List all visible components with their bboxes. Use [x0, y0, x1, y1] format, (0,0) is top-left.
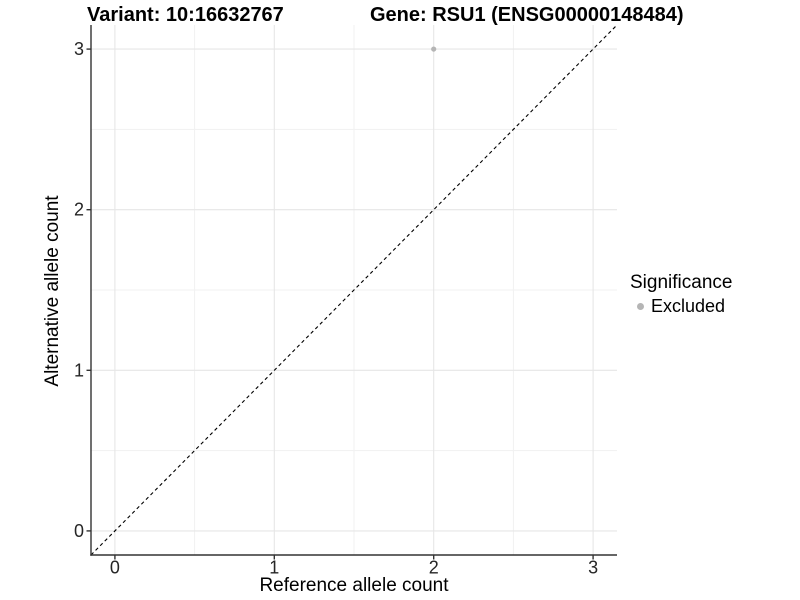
x-tick-label: 0 [110, 558, 120, 578]
legend-item-label: Excluded [651, 296, 726, 316]
x-tick-label: 3 [588, 558, 598, 578]
x-tick-label: 2 [429, 558, 439, 578]
y-tick-label: 0 [74, 521, 84, 541]
x-axis-title: Reference allele count [259, 575, 449, 596]
y-tick-label: 2 [74, 200, 84, 220]
x-tick-label: 1 [269, 558, 279, 578]
plot-title-variant: Variant: 10:16632767 [87, 4, 284, 26]
legend-title: Significance [630, 272, 733, 293]
data-point [431, 46, 437, 52]
y-tick-label: 1 [74, 360, 84, 380]
identity-line [90, 24, 618, 556]
legend: Significance Excluded [630, 272, 732, 316]
y-tick-label: 3 [74, 39, 84, 59]
legend-point-swatch-icon [637, 302, 644, 310]
plot-title-gene: Gene: RSU1 (ENSG00000148484) [370, 4, 684, 26]
y-axis-title: Alternative allele count [42, 195, 63, 387]
legend-item-excluded: Excluded [630, 296, 732, 316]
